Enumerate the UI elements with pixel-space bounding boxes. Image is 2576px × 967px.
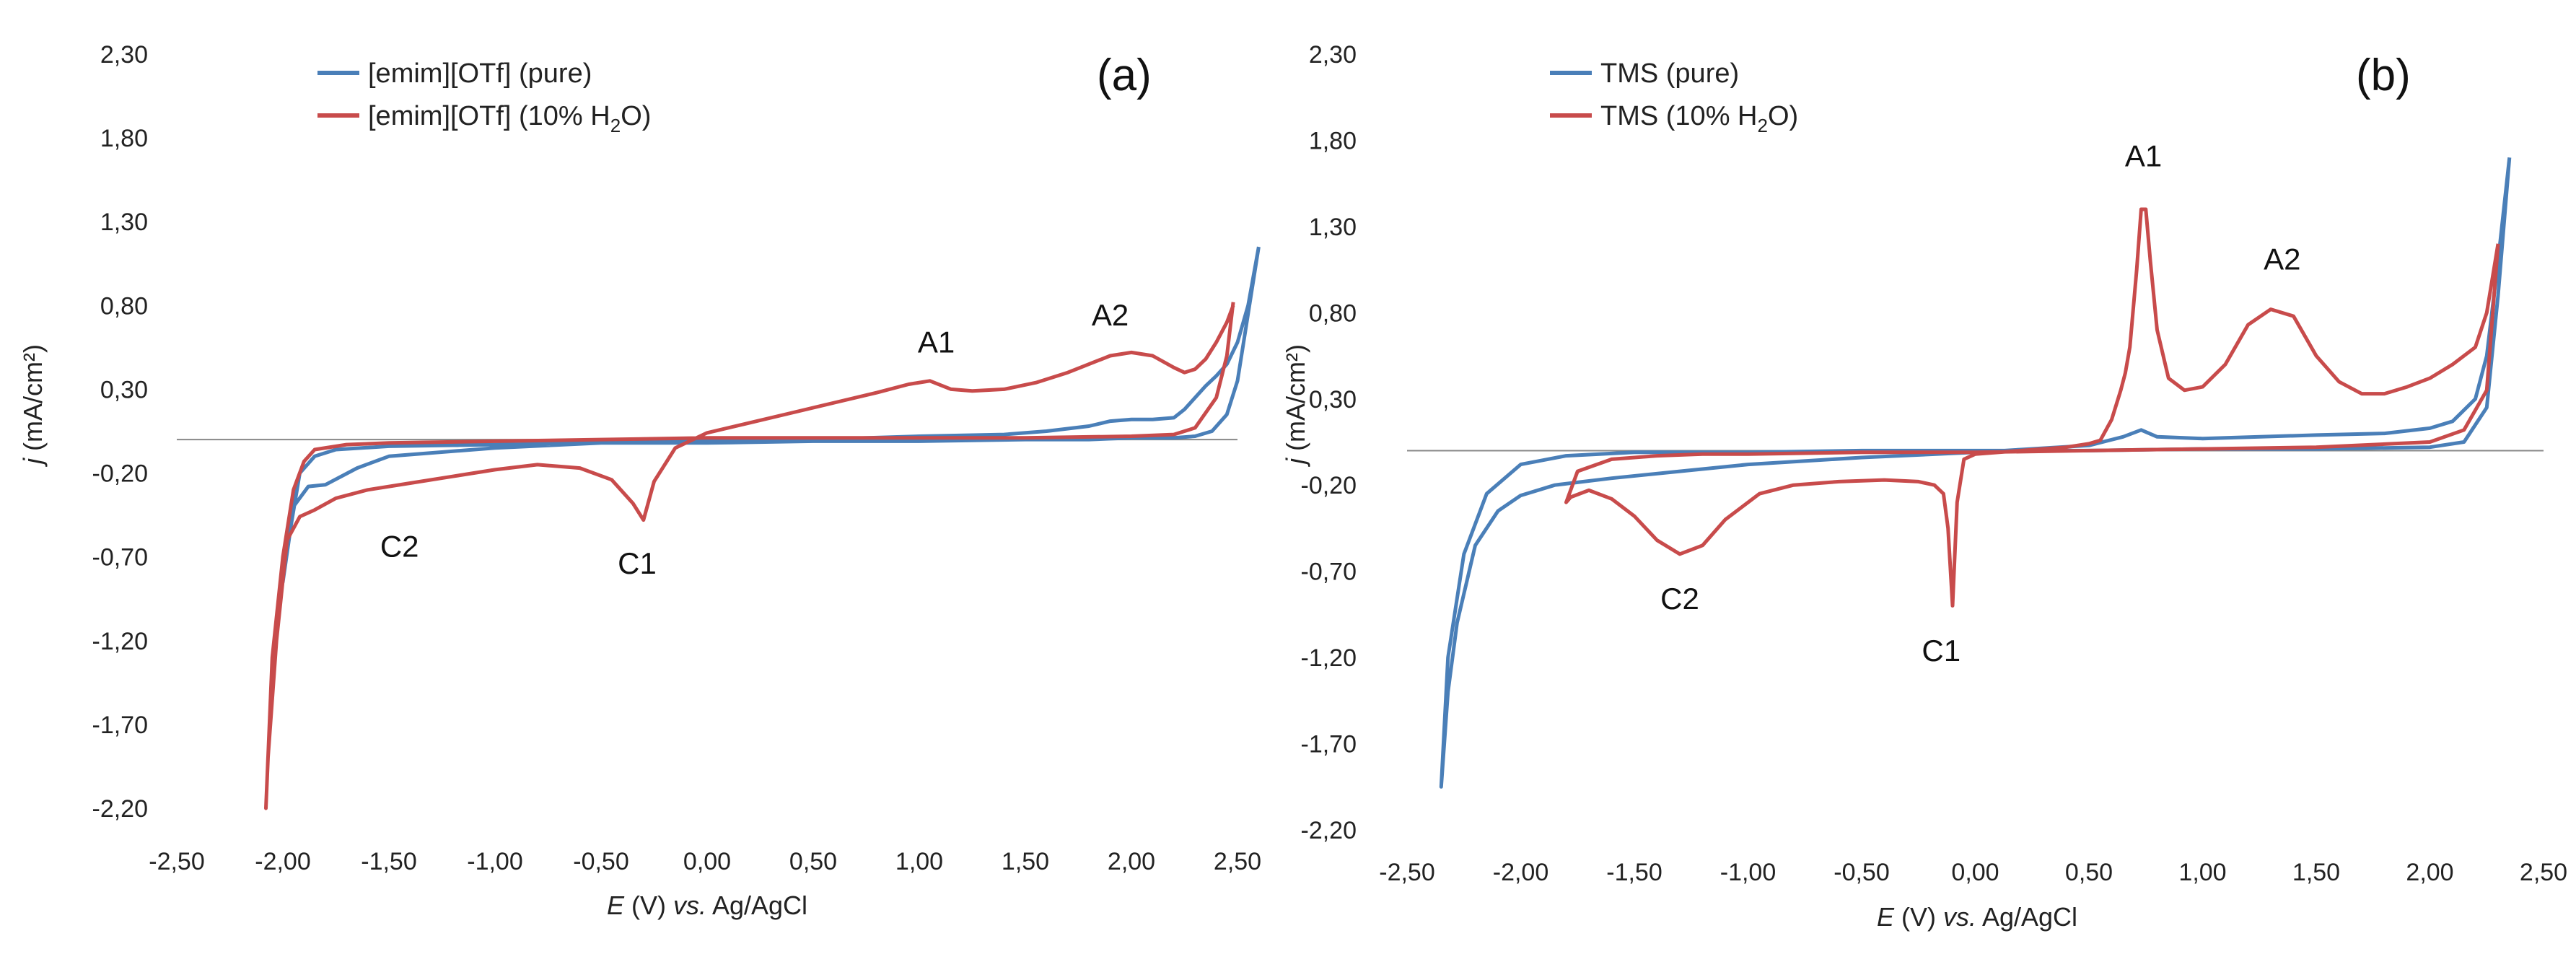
panel-b-y-tick-label: 2,30	[1309, 41, 1357, 69]
panel-a: -2,50 -2,00 -1,50 -1,00 -0,50 0,00 0,50 1,00 1,5…	[18, 41, 1261, 920]
panel-b: -2,50 -2,00 -1,50 -1,00 -0,50 0,00 0,50 1,00 1,5…	[1281, 41, 2567, 932]
panel-a-legend-label-pure: [emim][OTf] (pure)	[368, 58, 592, 89]
panel-a-label: (a)	[1097, 51, 1152, 100]
panel-b-legend: TMS (pure) TMS (10% H2O)	[1550, 58, 1798, 136]
panel-b-x-tick-label: 2,50	[2520, 859, 2567, 886]
panel-a-x-tick-label: 0,00	[683, 848, 731, 875]
panel-b-y-tick-label: 0,80	[1309, 299, 1357, 327]
panel-b-plot-area	[1407, 157, 2544, 789]
panel-a-x-tick-label: 1,50	[1002, 848, 1049, 875]
panel-a-peak-label-c1: C1	[618, 546, 657, 580]
panel-a-y-tick-label: 0,30	[100, 376, 148, 403]
panel-b-label: (b)	[2356, 51, 2411, 100]
panel-a-x-tick-label: 2,50	[1214, 848, 1261, 875]
panel-b-y-tick-label: -1,20	[1301, 644, 1357, 672]
panel-a-legend-label-h2o: [emim][OTf] (10% H2O)	[368, 101, 651, 136]
panel-a-x-tick-label: -1,00	[467, 848, 523, 875]
panel-b-x-tick-label: -0,50	[1834, 859, 1890, 886]
panel-b-y-tick-label: 1,80	[1309, 127, 1357, 154]
panel-a-x-tick-label: 1,00	[895, 848, 943, 875]
panel-a-peak-label-a1: A1	[918, 325, 955, 359]
panel-b-peak-label-c2: C2	[1660, 582, 1699, 616]
panel-b-y-tick-label: -0,70	[1301, 559, 1357, 586]
panel-a-y-tick-label: 0,80	[100, 292, 148, 320]
panel-b-series-10pct-h2o	[1564, 207, 2500, 608]
panel-a-y-tick-label: -0,70	[92, 544, 149, 572]
panel-a-x-tick-label: -2,00	[255, 848, 311, 875]
panel-b-x-axis-title: E (V) vs. Ag/AgCl	[1877, 902, 2077, 932]
panel-a-x-tick-label: -1,50	[361, 848, 417, 875]
panel-a-y-tick-label: 2,30	[100, 41, 148, 69]
panel-a-peak-label-c2: C2	[380, 530, 419, 564]
panel-a-y-tick-label: -1,70	[92, 712, 149, 739]
panel-b-x-tick-label: -2,00	[1493, 859, 1549, 886]
panel-a-series-pure	[281, 246, 1261, 584]
panel-a-y-tick-label: 1,80	[100, 125, 148, 152]
panel-b-y-tick-label: 0,30	[1309, 386, 1357, 414]
panel-b-x-tick-label: 1,50	[2292, 859, 2340, 886]
panel-a-y-axis-title: j (mA/cm²)	[18, 344, 48, 468]
panel-a-x-tick-label: -2,50	[149, 848, 205, 875]
panel-b-y-axis-title: j (mA/cm²)	[1281, 344, 1310, 468]
panel-a-peak-labels: A1 A2 C1 C2	[380, 298, 1129, 580]
panel-a-x-tick-label: 2,00	[1108, 848, 1155, 875]
panel-b-y-tick-label: 1,30	[1309, 214, 1357, 241]
panel-a-ticks: -2,50 -2,00 -1,50 -1,00 -0,50 0,00 0,50 1,00 1,5…	[92, 41, 1262, 875]
panel-b-x-tick-label: 1,00	[2178, 859, 2226, 886]
panel-b-series-pure	[1439, 157, 2512, 789]
panel-b-x-tick-label: -1,00	[1720, 859, 1777, 886]
panel-a-y-tick-label: -2,20	[92, 795, 149, 823]
panel-b-x-tick-label: -2,50	[1379, 859, 1435, 886]
panel-a-plot-area	[177, 246, 1261, 810]
panel-a-y-tick-label: -1,20	[92, 628, 149, 655]
panel-a-legend: [emim][OTf] (pure) [emim][OTf] (10% H2O)	[317, 58, 651, 136]
panel-b-peak-label-a1: A1	[2125, 139, 2162, 172]
panel-b-ticks: -2,50 -2,00 -1,50 -1,00 -0,50 0,00 0,50 1,00 1,5…	[1301, 41, 2568, 886]
panel-b-y-tick-label: -2,20	[1301, 817, 1357, 844]
panel-b-legend-label-h2o: TMS (10% H2O)	[1600, 101, 1798, 136]
panel-a-x-tick-label: -0,50	[573, 848, 629, 875]
panel-a-x-axis-title: E (V) vs. Ag/AgCl	[607, 891, 807, 920]
panel-a-peak-label-a2: A2	[1092, 298, 1129, 332]
panel-b-x-tick-label: 2,00	[2406, 859, 2453, 886]
panel-b-x-tick-label: -1,50	[1606, 859, 1662, 886]
panel-b-y-tick-label: -0,20	[1301, 472, 1357, 499]
panel-a-x-tick-label: 0,50	[789, 848, 837, 875]
panel-b-x-tick-label: 0,00	[1951, 859, 1999, 886]
panel-b-legend-label-pure: TMS (pure)	[1600, 58, 1739, 89]
panel-b-y-tick-label: -1,70	[1301, 731, 1357, 758]
panel-b-peak-label-c1: C1	[1922, 634, 1961, 668]
panel-a-series-10pct-h2o	[264, 302, 1235, 810]
panel-b-peak-label-a2: A2	[2264, 242, 2300, 276]
panel-a-y-tick-label: -0,20	[92, 460, 149, 488]
panel-b-x-tick-label: 0,50	[2065, 859, 2113, 886]
panel-a-y-tick-label: 1,30	[100, 209, 148, 236]
panel-b-peak-labels: A1 A2 C1 C2	[1660, 139, 2300, 668]
